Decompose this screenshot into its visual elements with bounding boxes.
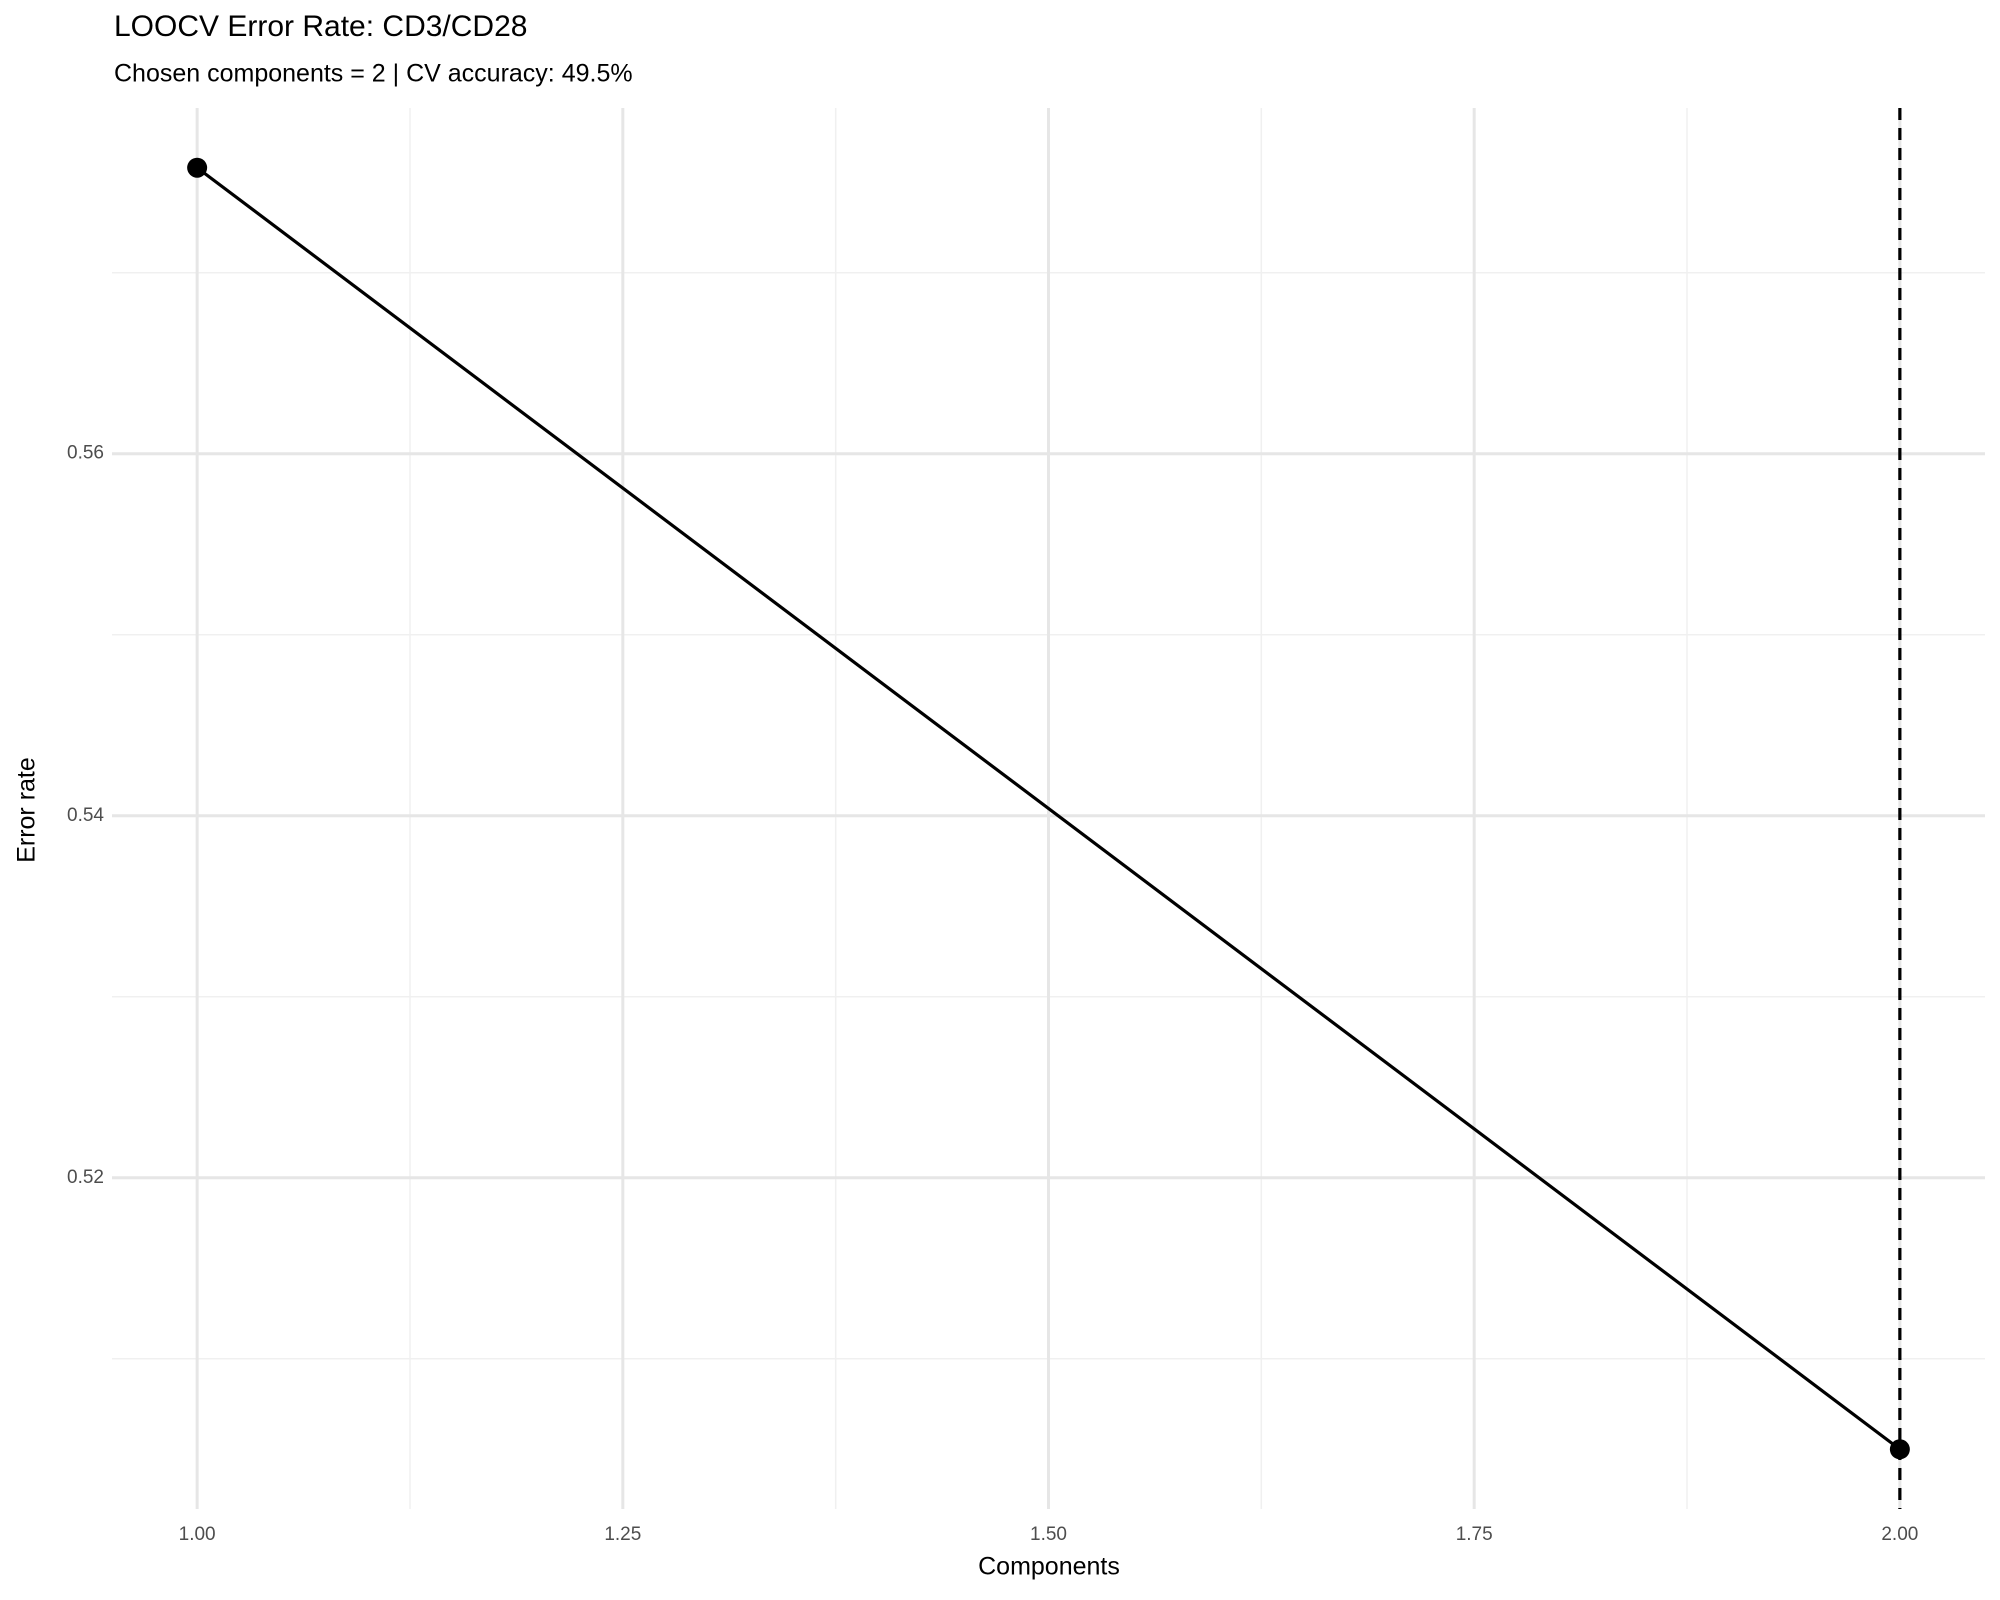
x-tick-label: 1.75 [1456, 1524, 1493, 1545]
point [187, 157, 208, 178]
x-tick-label: 1.25 [604, 1524, 641, 1545]
x-tick-label: 1.50 [1030, 1524, 1067, 1545]
y-tick-label: 0.56 [67, 443, 104, 464]
y-tick-label: 0.52 [67, 1167, 104, 1188]
line [196, 166, 1901, 1451]
chart-subtitle: Chosen components = 2 | CV accuracy: 49.… [114, 60, 633, 88]
y-tick-label: 0.54 [67, 805, 104, 826]
y-axis-title: Error rate [13, 757, 41, 863]
chart-title: LOOCV Error Rate: CD3/CD28 [114, 10, 527, 43]
x-axis-title: Components [978, 1553, 1120, 1581]
x-tick-label: 1.00 [179, 1524, 216, 1545]
x-tick-label: 2.00 [1881, 1524, 1918, 1545]
point [1889, 1439, 1910, 1460]
